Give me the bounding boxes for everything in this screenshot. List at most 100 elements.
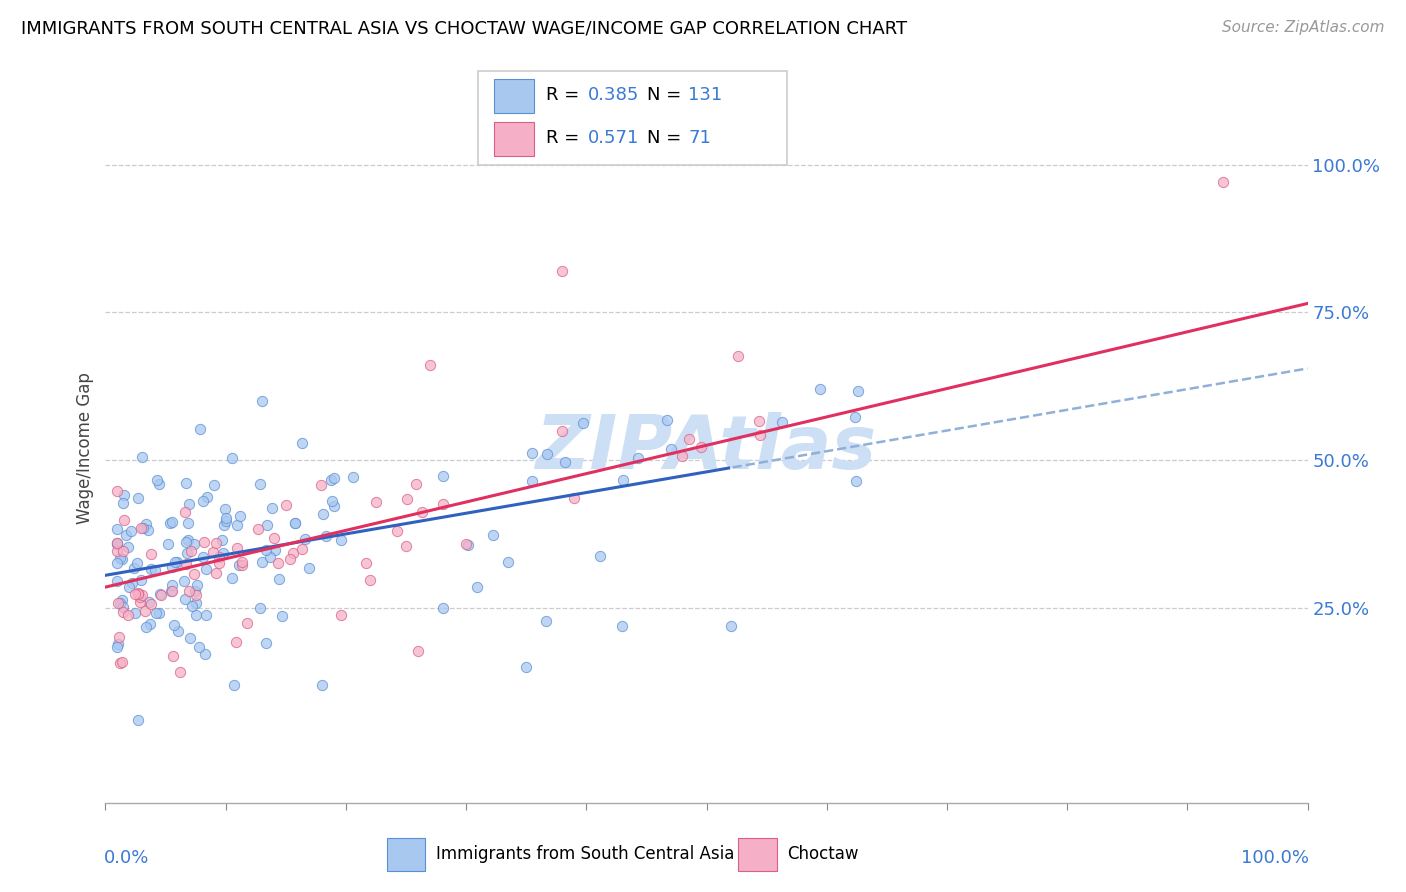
Point	[208, 549, 231, 564]
Point	[166, 624, 188, 639]
Point	[354, 557, 377, 571]
Point	[329, 533, 352, 548]
Point	[221, 571, 243, 585]
Point	[188, 640, 211, 654]
Point	[135, 516, 157, 531]
Point	[844, 409, 866, 424]
Point	[214, 502, 236, 516]
Point	[159, 516, 181, 530]
Point	[249, 600, 271, 615]
Point	[118, 580, 141, 594]
Point	[131, 573, 153, 587]
Point	[127, 586, 149, 600]
Point	[176, 476, 198, 491]
Point	[184, 588, 207, 602]
Point	[195, 490, 218, 504]
Point	[720, 618, 742, 632]
Bar	[387, 838, 425, 871]
Point	[107, 536, 129, 550]
Point	[162, 649, 184, 664]
Point	[128, 595, 150, 609]
Point	[342, 469, 364, 483]
Point	[263, 532, 285, 546]
Point	[179, 497, 201, 511]
Point	[195, 562, 218, 576]
Point	[226, 518, 249, 533]
Point	[165, 555, 187, 569]
Point	[111, 593, 134, 607]
Point	[111, 655, 134, 669]
Point	[321, 493, 343, 508]
Point	[309, 478, 332, 492]
Point	[186, 578, 208, 592]
Point	[229, 509, 252, 524]
Point	[271, 608, 294, 623]
Point	[134, 604, 156, 618]
Point	[221, 451, 243, 466]
Point	[180, 544, 202, 558]
Point	[174, 558, 197, 572]
Text: ZIPAtlas: ZIPAtlas	[536, 412, 877, 484]
Y-axis label: Wage/Income Gap: Wage/Income Gap	[76, 372, 94, 524]
Point	[188, 422, 211, 436]
Point	[274, 498, 297, 512]
Point	[179, 631, 201, 645]
Point	[169, 665, 191, 679]
Point	[179, 584, 201, 599]
Point	[312, 508, 335, 522]
Point	[112, 488, 135, 502]
Point	[215, 514, 238, 528]
Point	[148, 476, 170, 491]
Point	[267, 572, 290, 586]
Point	[845, 474, 868, 488]
Point	[727, 349, 749, 363]
Point	[117, 541, 139, 555]
Point	[655, 413, 678, 427]
Text: Immigrants from South Central Asia: Immigrants from South Central Asia	[436, 845, 734, 863]
Point	[359, 573, 381, 587]
Point	[149, 589, 172, 603]
Point	[226, 541, 249, 556]
Point	[107, 522, 129, 536]
Point	[572, 416, 595, 430]
Text: N =: N =	[647, 129, 686, 147]
Point	[259, 550, 281, 565]
Point	[139, 597, 162, 611]
Point	[267, 556, 290, 570]
Point	[411, 505, 433, 519]
Point	[127, 491, 149, 505]
Point	[143, 563, 166, 577]
Point	[193, 493, 215, 508]
Point	[128, 590, 150, 604]
Point	[124, 607, 146, 621]
Point	[562, 491, 585, 505]
Bar	[494, 122, 534, 156]
Point	[115, 527, 138, 541]
Text: IMMIGRANTS FROM SOUTH CENTRAL ASIA VS CHOCTAW WAGE/INCOME GAP CORRELATION CHART: IMMIGRANTS FROM SOUTH CENTRAL ASIA VS CH…	[21, 20, 907, 37]
Point	[162, 584, 184, 599]
Point	[496, 555, 519, 569]
Point	[254, 636, 277, 650]
Text: Choctaw: Choctaw	[787, 845, 859, 863]
FancyBboxPatch shape	[478, 71, 787, 165]
Point	[138, 594, 160, 608]
Point	[176, 546, 198, 560]
Point	[160, 578, 183, 592]
Point	[281, 546, 304, 560]
Point	[846, 384, 869, 399]
Point	[121, 575, 143, 590]
Point	[298, 561, 321, 575]
Text: R =: R =	[546, 87, 585, 104]
Point	[481, 527, 503, 541]
Text: 0.0%: 0.0%	[104, 849, 149, 867]
Point	[202, 477, 225, 491]
Point	[111, 543, 134, 558]
Point	[166, 555, 188, 569]
Point	[520, 474, 543, 488]
Point	[319, 473, 342, 487]
Point	[284, 516, 307, 530]
Point	[108, 656, 131, 670]
Point	[183, 566, 205, 581]
Point	[160, 583, 183, 598]
Point	[589, 549, 612, 564]
